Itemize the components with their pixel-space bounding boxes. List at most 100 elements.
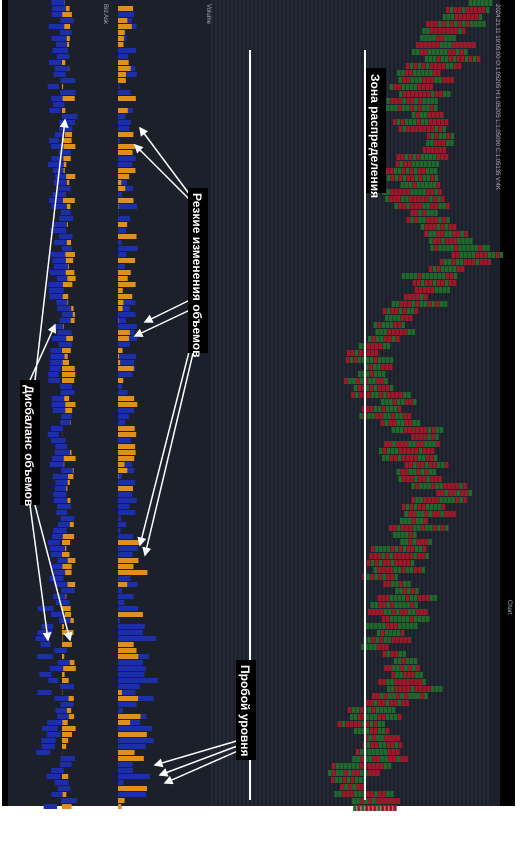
bid-bar (52, 168, 64, 173)
cluster-cell (395, 427, 400, 433)
volume-bar (118, 438, 131, 443)
cluster-cell (450, 133, 455, 139)
volume-bar (118, 558, 139, 563)
volume-bar (118, 732, 147, 737)
cluster-cell (410, 602, 414, 608)
grid (211, 0, 489, 806)
volume-bar (118, 156, 136, 161)
cluster-cell (437, 70, 441, 76)
cluster-cell (366, 742, 371, 748)
cluster-cell (399, 91, 403, 97)
cluster-cell (468, 0, 473, 6)
cluster-cell (446, 77, 450, 83)
cluster-cell (373, 371, 378, 377)
cluster-cell (413, 455, 418, 461)
cluster-cell (385, 406, 390, 412)
ask-bar (62, 792, 67, 797)
cluster-cell (421, 196, 425, 202)
cluster-cell (465, 238, 469, 244)
cluster-cell (411, 497, 415, 503)
cluster-cell (408, 119, 413, 125)
cluster-cell (438, 686, 443, 692)
cluster-cell (488, 0, 493, 6)
cluster-cell (422, 546, 427, 552)
volume-bar (118, 330, 130, 335)
cluster-cell (470, 245, 474, 251)
cluster-cell (410, 546, 415, 552)
cluster-cell (433, 280, 437, 286)
cluster-cell (420, 469, 425, 475)
cluster-cell (435, 301, 440, 307)
volume-bar (118, 126, 130, 131)
volume-bar (118, 708, 123, 713)
panel-label: Chart (506, 600, 512, 615)
cluster-cell (400, 420, 405, 426)
cluster-cell (415, 161, 419, 167)
cluster-cell (381, 371, 386, 377)
cluster-cell (452, 266, 457, 272)
cluster-cell (409, 315, 413, 321)
cluster-cell (407, 301, 412, 307)
cluster-cell (386, 448, 391, 454)
cluster-cell (443, 483, 447, 489)
cluster-cell (413, 273, 418, 279)
bid-bar (36, 654, 53, 659)
cluster-cell (394, 574, 398, 580)
cluster-cell (409, 553, 413, 559)
cluster-cell (472, 42, 476, 48)
cluster-cell (374, 602, 378, 608)
cluster-cell (394, 175, 399, 181)
cluster-cell (401, 70, 405, 76)
cluster-cell (355, 763, 360, 769)
cluster-cell (391, 301, 396, 307)
cluster-cell (417, 280, 421, 286)
cluster-cell (420, 224, 425, 230)
volume-bar (118, 522, 127, 527)
cluster-cell (427, 434, 431, 440)
cluster-cell (434, 686, 439, 692)
cluster-cell (334, 777, 339, 783)
bid-bar (57, 504, 72, 509)
cluster-cell (410, 210, 414, 216)
volume-bar (118, 594, 134, 599)
cluster-cell (376, 756, 380, 762)
cluster-cell (415, 301, 420, 307)
cluster-cell (377, 714, 382, 720)
cluster-cell (412, 511, 416, 517)
bid-bar (51, 792, 63, 797)
cluster-cell (346, 777, 351, 783)
cluster-cell (399, 518, 404, 524)
cluster-cell (389, 700, 393, 706)
cluster-cell (356, 756, 360, 762)
cluster-cell (427, 497, 431, 503)
cluster-cell (474, 245, 478, 251)
cluster-cell (389, 805, 393, 811)
cluster-cell (407, 588, 411, 594)
volume-bar (118, 498, 137, 503)
cluster-cell (423, 434, 427, 440)
cluster-cell (393, 532, 397, 538)
bid-bar (57, 660, 70, 665)
volume-bar (118, 444, 136, 449)
cluster-cell (402, 105, 406, 111)
cluster-cell (382, 308, 387, 314)
cluster-cell (449, 63, 454, 69)
cluster-cell (398, 560, 403, 566)
cluster-cell (371, 413, 375, 419)
cluster-cell (350, 777, 355, 783)
cluster-cell (385, 644, 389, 650)
cluster-cell (393, 399, 397, 405)
cluster-cell (434, 140, 438, 146)
ask-bar (62, 372, 76, 377)
cluster-cell (452, 511, 456, 517)
cluster-cell (343, 770, 348, 776)
cluster-cell (357, 805, 361, 811)
volume-bar (118, 300, 136, 305)
cluster-cell (400, 469, 405, 475)
cluster-cell (385, 399, 389, 405)
cluster-cell (367, 609, 372, 615)
cluster-cell (344, 378, 348, 384)
volume-bar (118, 72, 126, 77)
cluster-cell (342, 777, 347, 783)
cluster-cell (350, 350, 355, 356)
